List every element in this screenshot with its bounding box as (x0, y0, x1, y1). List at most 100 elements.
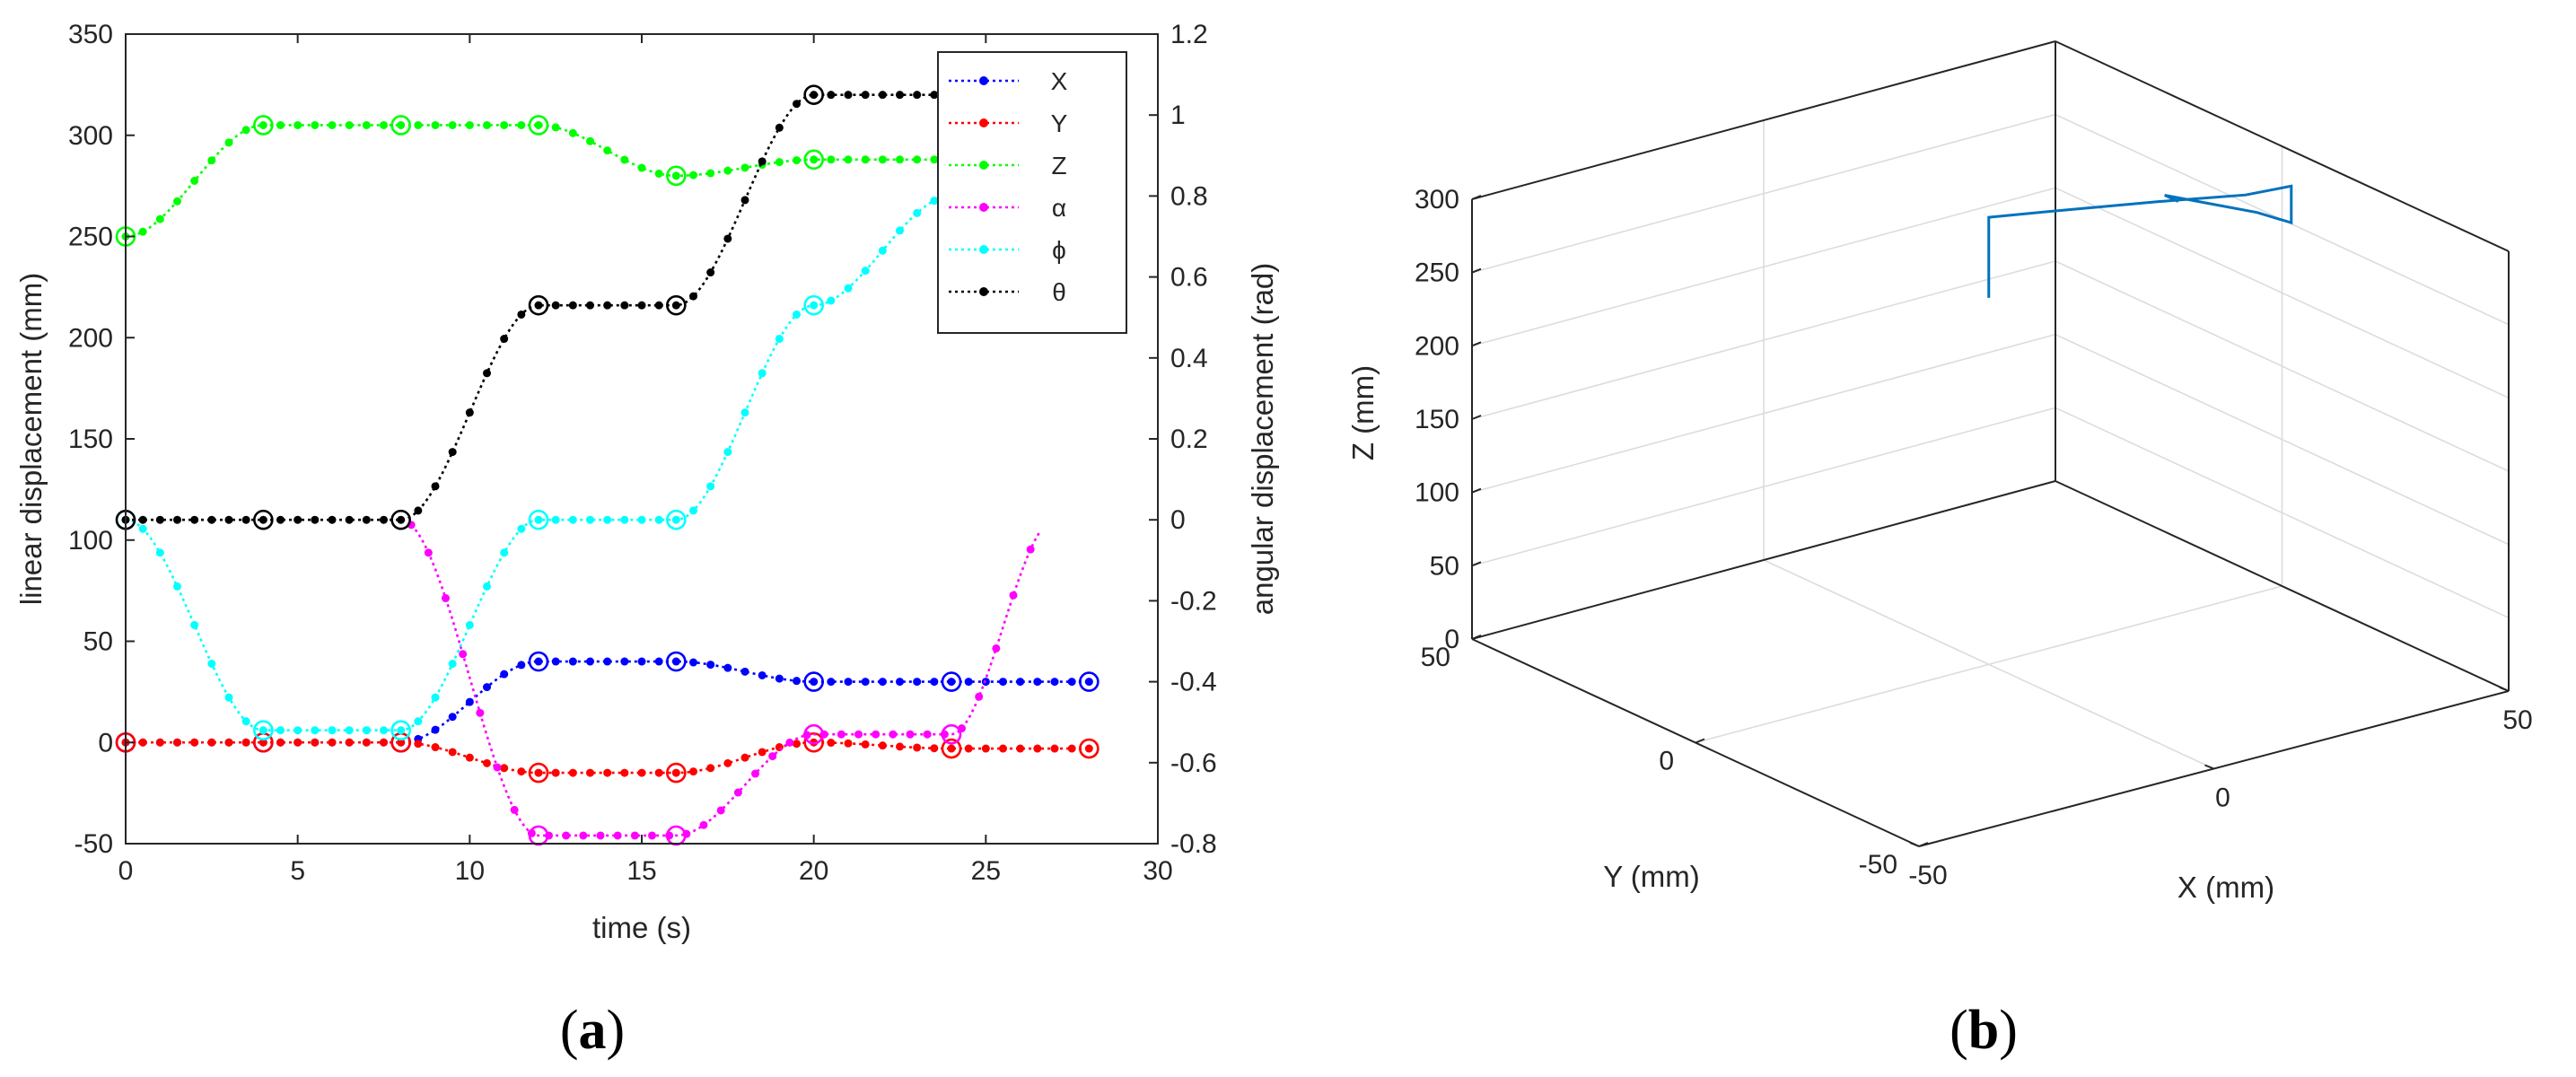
data-point (173, 197, 181, 206)
data-point (981, 744, 990, 753)
data-point (155, 515, 164, 524)
data-point (775, 335, 784, 344)
data-point (173, 515, 181, 524)
data-point (827, 155, 836, 164)
z-tick-label: 250 (1415, 258, 1459, 288)
waypoint-marker (666, 651, 687, 672)
data-point (517, 120, 526, 129)
data-point (551, 657, 560, 666)
y-tick-label: 300 (68, 121, 113, 151)
data-point (896, 91, 904, 100)
data-point (637, 515, 646, 524)
data-point (442, 594, 450, 603)
data-point (689, 658, 697, 667)
data-point (861, 740, 870, 749)
data-point (380, 515, 388, 524)
data-point (568, 657, 577, 666)
data-point (362, 515, 371, 524)
series-line-6 (126, 93, 1090, 521)
data-point (793, 740, 801, 749)
data-point (155, 548, 164, 557)
data-point (975, 692, 984, 701)
data-point (758, 748, 767, 757)
data-point (397, 738, 406, 747)
data-point (844, 284, 853, 293)
data-point (930, 744, 939, 753)
data-point (620, 301, 629, 310)
data-point (568, 301, 577, 310)
data-point (654, 301, 663, 310)
waypoint-marker (666, 294, 687, 316)
data-point (716, 806, 725, 815)
data-point (671, 768, 680, 777)
data-point (827, 91, 836, 100)
x-tick-label: 20 (799, 856, 828, 886)
data-point (671, 301, 680, 310)
data-point (431, 743, 440, 752)
data-point (810, 678, 819, 687)
data-point (328, 120, 337, 129)
data-point (138, 738, 147, 747)
waypoint-marker (1079, 738, 1100, 759)
data-point (1084, 744, 1093, 753)
data-point (878, 91, 887, 100)
data-point (258, 120, 267, 129)
data-point (654, 169, 663, 178)
series-3 (115, 115, 1093, 247)
data-point (1084, 678, 1093, 687)
series-group (115, 84, 1100, 846)
legend-marker (979, 287, 988, 296)
x-tick-label: 50 (2502, 705, 2532, 735)
data-point (459, 650, 468, 659)
data-point (930, 155, 939, 164)
y2-axis-ticks: -0.8 -0.6 -0.4 -0.2 0 0.2 0.4 0.6 0.8 1 1.2 (1149, 20, 1217, 859)
data-point (362, 120, 371, 129)
y2-tick-label: -0.8 (1170, 829, 1217, 859)
data-point (620, 768, 629, 777)
data-point (827, 296, 836, 305)
x-tick-label: -50 (1908, 861, 1947, 890)
data-point (568, 768, 577, 777)
data-point (896, 742, 904, 751)
y-axis-label: linear displacement (mm) (14, 273, 48, 605)
waypoint-marker (666, 509, 687, 530)
waypoint-marker (528, 762, 549, 784)
data-point (328, 738, 337, 747)
data-point (1009, 591, 1018, 600)
data-point (224, 138, 233, 147)
data-point (1050, 744, 1059, 753)
y-tick-label: 100 (68, 526, 113, 556)
data-point (155, 738, 164, 747)
data-point (706, 169, 715, 178)
x-tick-label: 30 (1143, 856, 1172, 886)
data-point (992, 644, 1001, 652)
data-point (706, 661, 715, 670)
data-point (699, 820, 708, 829)
data-point (603, 657, 612, 666)
x-tick-label: 25 (971, 856, 1001, 886)
data-point (241, 738, 250, 747)
panel-a-line-chart: 0 5 10 15 20 25 30-50050100150200250300350-0.8… (14, 20, 1279, 1061)
data-point (551, 515, 560, 524)
data-point (603, 301, 612, 310)
data-point (276, 738, 285, 747)
data-point (793, 100, 801, 109)
waypoint-marker (803, 84, 824, 105)
z-tick (1471, 341, 1482, 347)
data-point (483, 369, 491, 378)
data-point (517, 767, 526, 776)
data-point (637, 301, 646, 310)
data-point (810, 91, 819, 100)
data-point (465, 620, 474, 629)
legend-marker (979, 203, 988, 212)
data-point (517, 661, 526, 670)
data-point (294, 120, 302, 129)
data-point (311, 515, 320, 524)
y-tick-label: 0 (98, 728, 113, 757)
data-point (586, 515, 594, 524)
data-point (758, 369, 767, 378)
y-tick-label: 50 (83, 627, 113, 657)
data-point (138, 524, 147, 533)
data-point (620, 515, 629, 524)
data-point (414, 506, 423, 515)
